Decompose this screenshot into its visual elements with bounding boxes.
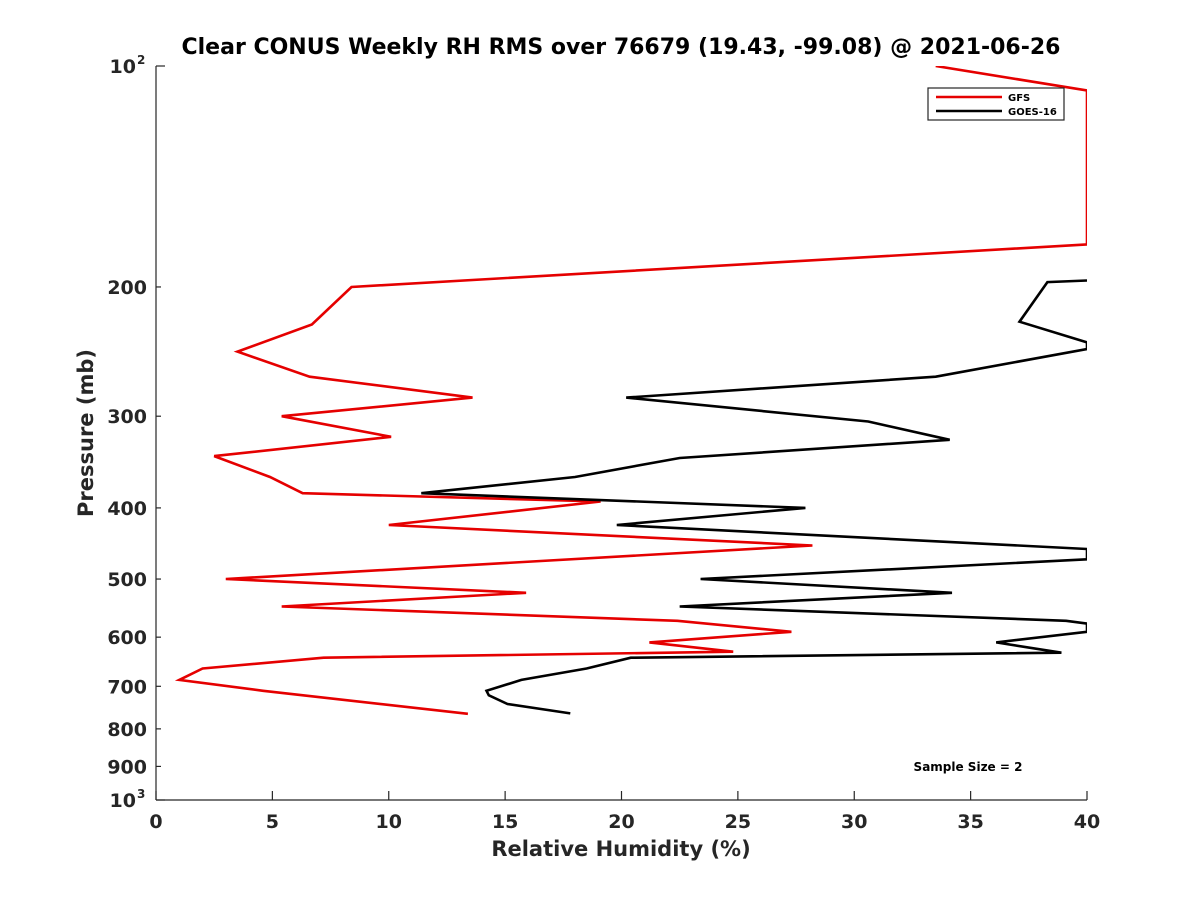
y-tick-label: 800 xyxy=(107,719,147,741)
x-axis-title: Relative Humidity (%) xyxy=(491,837,750,861)
x-tick-label: 5 xyxy=(266,811,279,833)
sample-size-annotation: Sample Size = 2 xyxy=(914,760,1023,774)
y-tick-label: 200 xyxy=(107,277,147,299)
x-tick-label: 30 xyxy=(841,811,867,833)
x-tick-label: 10 xyxy=(376,811,402,833)
x-tick-label: 35 xyxy=(957,811,983,833)
y-tick-exponent: 3 xyxy=(137,787,145,801)
series-line-gfs xyxy=(174,66,1087,716)
y-tick-exponent: 2 xyxy=(137,53,145,67)
x-tick-label: 20 xyxy=(608,811,634,833)
y-tick-label: 500 xyxy=(107,569,147,591)
y-tick-label: 10 xyxy=(110,790,136,812)
legend-label: GFS xyxy=(1008,93,1030,104)
series-line-goes-16 xyxy=(421,279,1087,715)
legend-box xyxy=(927,87,1065,121)
y-tick-label: 700 xyxy=(107,676,147,698)
y-axis-title: Pressure (mb) xyxy=(74,349,98,517)
x-tick-label: 25 xyxy=(725,811,751,833)
y-tick-label: 900 xyxy=(107,756,147,778)
y-tick-label: 600 xyxy=(107,627,147,649)
legend-label: GOES-16 xyxy=(1008,107,1057,118)
x-tick-label: 0 xyxy=(149,811,162,833)
chart-title: Clear CONUS Weekly RH RMS over 76679 (19… xyxy=(182,35,1061,60)
x-tick-label: 15 xyxy=(492,811,518,833)
y-tick-label: 400 xyxy=(107,498,147,520)
y-tick-label: 10 xyxy=(110,56,136,78)
y-tick-label: 300 xyxy=(107,406,147,428)
x-tick-label: 40 xyxy=(1074,811,1100,833)
